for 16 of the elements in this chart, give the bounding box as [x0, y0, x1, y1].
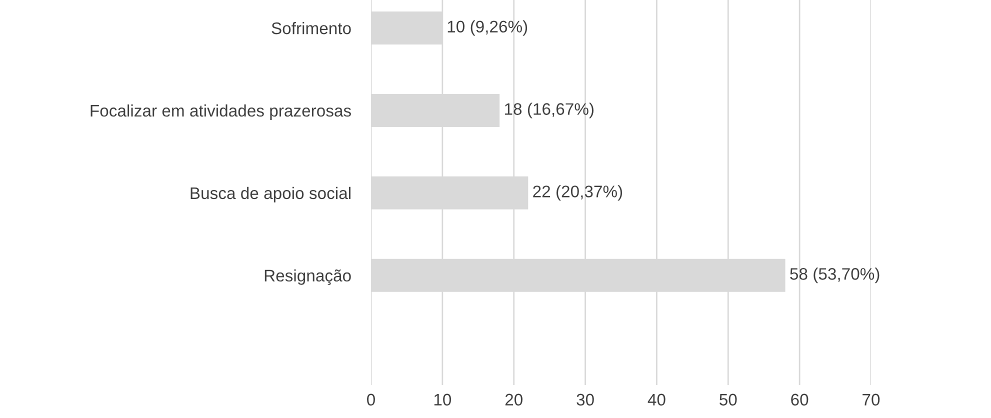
x-tick-label: 30 [576, 394, 594, 406]
y-tick-label: Focalizar em atividades prazerosas [90, 104, 351, 120]
x-tick-label: 0 [367, 394, 375, 406]
x-tick-label: 60 [791, 394, 808, 406]
y-tick-label: Sofrimento [272, 22, 351, 34]
data-label: 10 (9,26%) [448, 20, 528, 36]
x-tick-label: 10 [434, 394, 452, 406]
data-label: 22 (20,37%) [533, 185, 622, 201]
y-tick-label: Resignação [264, 269, 351, 285]
x-tick-label: 40 [648, 394, 666, 406]
y-tick-label: Busca de apoio social [190, 186, 350, 202]
x-tick-label: 50 [720, 394, 737, 406]
data-label: 58 (53,70%) [790, 268, 880, 284]
x-tick-label: 70 [862, 394, 880, 406]
x-tick-label: 20 [505, 394, 522, 406]
data-label: 18 (16,67%) [505, 102, 594, 118]
